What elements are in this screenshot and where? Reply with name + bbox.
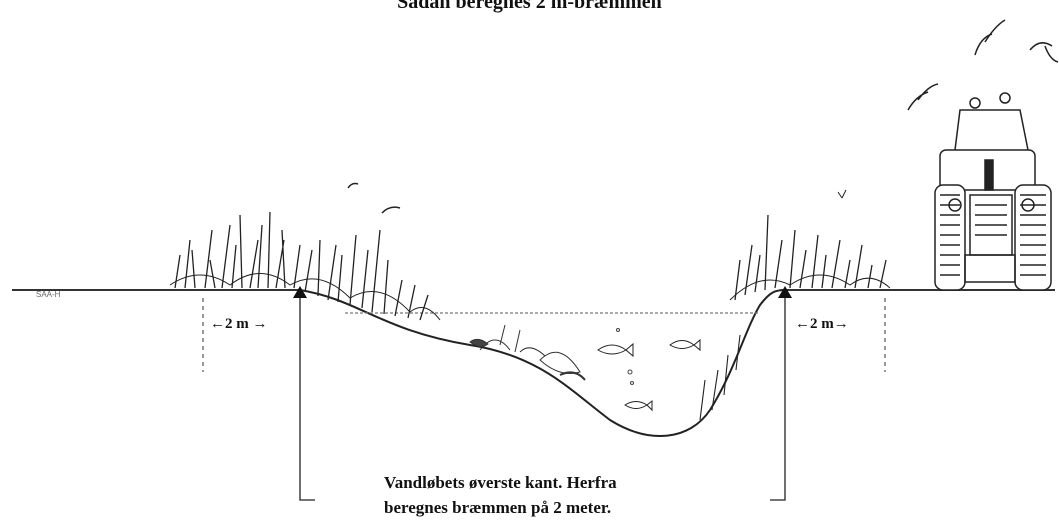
artist-signature: SAA-H	[36, 290, 61, 299]
bank-marker-icon	[293, 286, 307, 298]
reed-vegetation-left	[169, 211, 441, 321]
bird-icon	[381, 206, 401, 214]
bank-reference-line-left	[299, 298, 315, 501]
fish-icon	[669, 338, 701, 352]
fish-icon	[597, 342, 634, 358]
reed-vegetation-right	[699, 214, 891, 421]
insect-icon	[837, 189, 847, 199]
diagram-title: Sådan beregnes 2 m-bræmmen	[397, 0, 662, 13]
bubbles	[616, 328, 634, 385]
stream-channel	[299, 289, 786, 437]
caption: Vandløbets øverste kant. Herfra beregnes…	[384, 470, 617, 520]
submerged-vegetation	[469, 324, 586, 381]
bird-icon	[907, 83, 939, 111]
measure-2m-left: ←2 m →	[210, 316, 268, 332]
bank-marker-icon	[778, 286, 792, 298]
bird-icon	[347, 182, 359, 189]
bird-icon	[974, 19, 1006, 56]
bird-icon	[1029, 42, 1059, 63]
caption-line-2: beregnes bræmmen på 2 meter.	[384, 498, 612, 517]
bank-reference-line-right	[770, 298, 786, 501]
measure-2m-right: ←2 m→	[795, 316, 849, 332]
tractor-icon	[934, 92, 1052, 291]
fish-icon	[624, 399, 653, 412]
caption-line-1: Vandløbets øverste kant. Herfra	[384, 473, 617, 492]
